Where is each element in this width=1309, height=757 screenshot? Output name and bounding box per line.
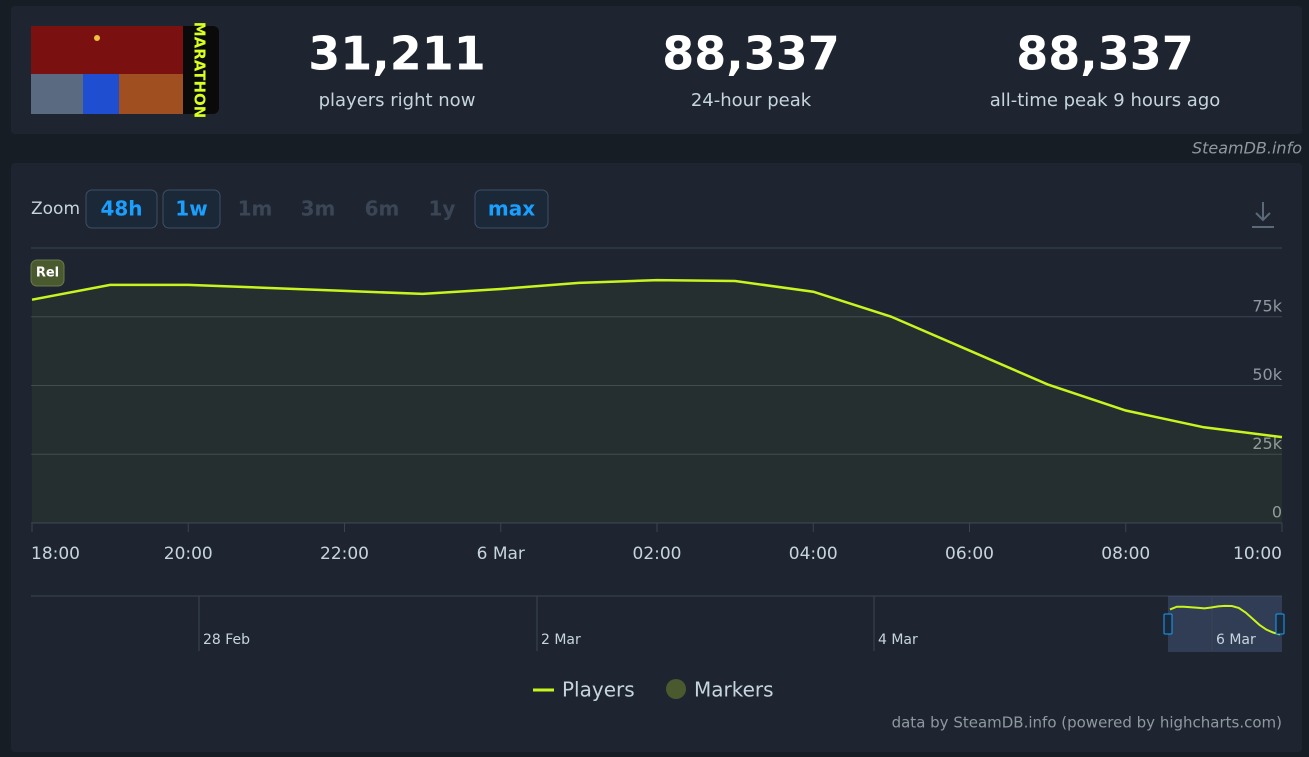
y-tick-label: 25k [1252,434,1282,453]
marker-label: Rel [36,266,59,281]
footer-credit: data by SteamDB.info (powered by highcha… [892,714,1282,732]
stat-value: 88,337 [662,27,840,81]
y-tick-label: 50k [1252,365,1282,384]
zoom-button[interactable]: 1w [175,197,207,221]
x-tick-label: 04:00 [789,544,838,564]
x-tick-label: 20:00 [164,544,213,564]
navigator-line [1169,604,1281,636]
stat-value: 31,211 [308,27,486,81]
legend-label[interactable]: Players [562,678,635,702]
navigator-label: 4 Mar [878,632,918,648]
chart-card [11,163,1302,752]
area-fill [32,280,1282,523]
zoom-button[interactable]: max [488,197,535,221]
legend-swatch [666,679,686,699]
game-logo: MARATHON [31,22,219,119]
zoom-button-frame [85,189,158,229]
zoom-button[interactable]: 48h [100,197,142,221]
stats-card [11,6,1302,134]
x-tick-label: 06:00 [945,544,994,564]
download-button[interactable] [1252,202,1274,228]
x-tick-label: 22:00 [320,544,369,564]
navigator-label: 2 Mar [541,632,581,648]
navigator-label: 6 Mar [1216,632,1256,648]
zoom-label: Zoom [31,199,80,219]
marker-flag [30,259,65,287]
logo-text: MARATHON [191,22,209,119]
navigator-label: 28 Feb [203,632,250,648]
zoom-button: 1m [238,197,273,221]
credit: SteamDB.info [1192,139,1302,158]
stat-label: players right now [319,90,476,111]
x-tick-label: 02:00 [633,544,682,564]
stat-label: 24-hour peak [691,90,812,111]
series-line [31,278,1283,439]
zoom-button: 3m [301,197,336,221]
x-tick-label: 08:00 [1101,544,1150,564]
x-tick-label: 10:00 [1233,544,1282,564]
y-tick-label: 75k [1252,296,1282,315]
zoom-button: 1y [429,197,456,221]
navigator-handle[interactable] [1163,613,1173,635]
zoom-button-frame [162,189,221,229]
zoom-button-frame [474,189,549,229]
x-tick-label: 6 Mar [477,544,525,564]
stat-value: 88,337 [1016,27,1194,81]
zoom-button: 6m [365,197,400,221]
x-tick-label: 18:00 [31,544,80,564]
stat-label: all-time peak 9 hours ago [990,90,1221,111]
legend-label[interactable]: Markers [694,678,774,702]
y-tick-label: 0 [1272,503,1282,522]
navigator-handle[interactable] [1275,613,1285,635]
